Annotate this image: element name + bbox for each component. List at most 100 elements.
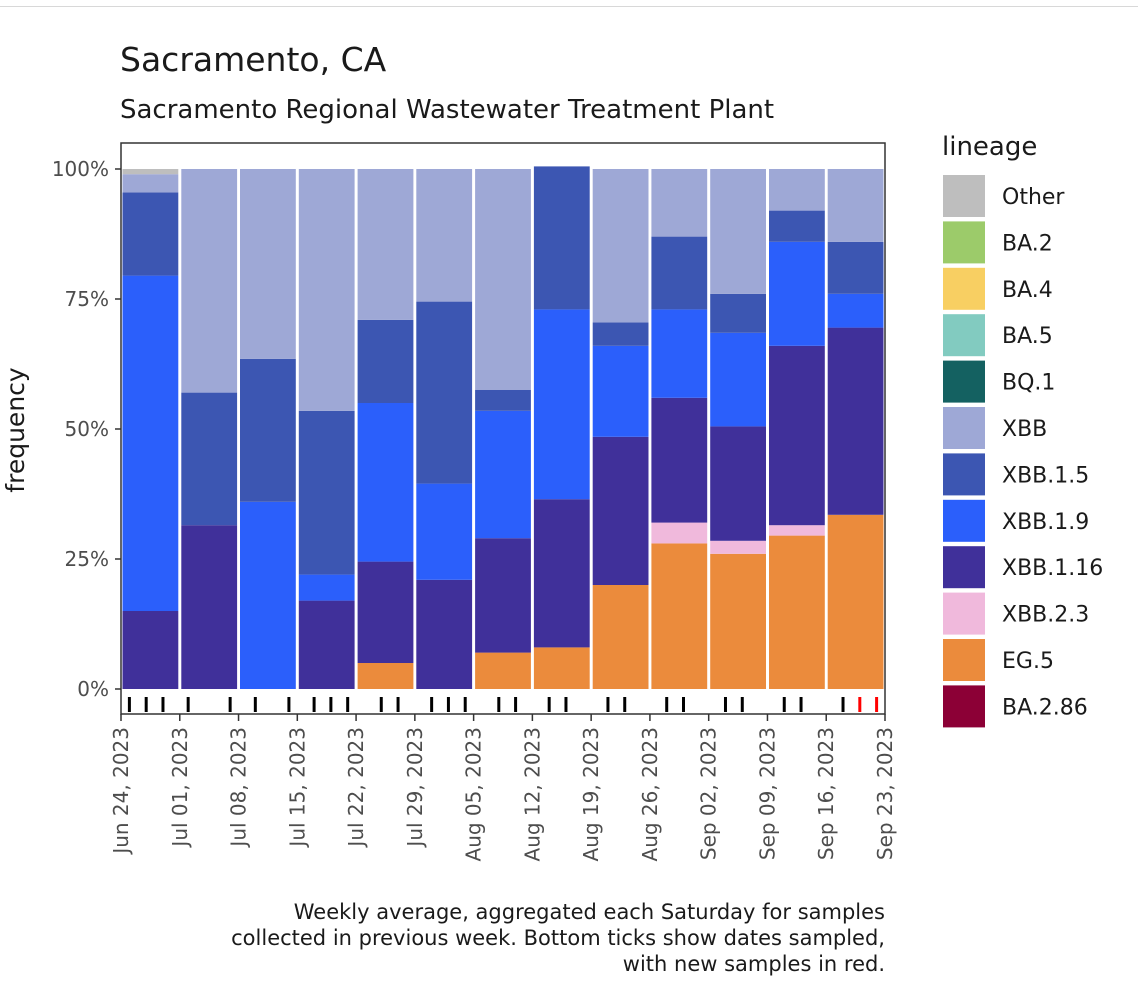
- caption-line-3: with new samples in red.: [623, 952, 885, 976]
- bar-segment-xbb-1-5-week-2: [181, 392, 238, 526]
- y-tick-label: 50%: [65, 417, 109, 441]
- legend-label-xbb-2-3: XBB.2.3: [1002, 603, 1089, 628]
- y-tick-label: 0%: [77, 677, 109, 701]
- bar-segment-xbb-1-9-week-9: [592, 345, 649, 437]
- bar-segment-eg-5-week-7: [475, 652, 531, 689]
- bar-segment-xbb-2-3-week-10: [651, 522, 708, 544]
- bar-segment-xbb-1-9-week-10: [651, 309, 708, 398]
- legend-swatch-eg-5: [943, 639, 985, 681]
- legend-label-xbb-1-16: XBB.1.16: [1002, 556, 1103, 581]
- bar-segment-xbb-week-12: [769, 169, 825, 211]
- bar-segment-xbb-1-16-week-5: [357, 561, 414, 663]
- bar-segment-xbb-week-4: [298, 169, 355, 411]
- y-axis-label: frequency: [1, 367, 30, 493]
- legend-swatch-bq-1: [943, 360, 985, 403]
- legend-label-ba-2-86: BA.2.86: [1002, 695, 1088, 720]
- bar-segment-other-week-1: [122, 169, 179, 175]
- bar-segment-xbb-1-5-week-9: [592, 322, 649, 346]
- bar-segment-xbb-1-5-week-10: [651, 236, 708, 310]
- legend-label-ba-2: BA.2: [1002, 231, 1053, 256]
- bar-segment-xbb-2-3-week-12: [769, 525, 825, 536]
- bar-segment-eg-5-week-13: [827, 514, 884, 689]
- bar-segment-xbb-1-5-week-3: [240, 358, 296, 502]
- legend-swatch-ba-2-86: [943, 685, 985, 728]
- legend-label-ba-5: BA.5: [1002, 324, 1053, 349]
- bar-segment-xbb-1-16-week-11: [710, 426, 766, 541]
- y-tick-label: 25%: [65, 547, 109, 571]
- x-tick-label: Jul 22, 2023: [344, 727, 368, 849]
- bar-segment-xbb-1-9-week-11: [710, 332, 766, 427]
- x-tick-label: Jul 15, 2023: [285, 727, 309, 849]
- bar-segment-xbb-week-2: [181, 169, 238, 393]
- x-tick-label: Sep 02, 2023: [697, 727, 721, 860]
- bar-segment-xbb-1-5-week-12: [769, 210, 825, 242]
- bar-segment-eg-5-week-9: [592, 585, 649, 689]
- bar-segment-xbb-1-16-week-10: [651, 397, 708, 523]
- x-tick-label: Aug 19, 2023: [579, 727, 603, 861]
- legend: lineage Other BA.2 BA.4 BA.5 BQ.1 XBB XBB.1.5 X…: [942, 132, 1103, 728]
- bar-segment-xbb-1-16-week-12: [769, 345, 825, 526]
- x-tick-label: Jul 08, 2023: [227, 727, 251, 849]
- bar-segment-xbb-1-9-week-1: [122, 275, 179, 611]
- sample-date-ticks: [127, 697, 879, 712]
- bar-segment-xbb-1-5-week-4: [298, 410, 355, 575]
- legend-swatch-xbb-1-9: [943, 499, 985, 542]
- y-axis: 0% 25% 50% 75% 100%: [52, 157, 121, 701]
- bar-segment-eg-5-week-12: [769, 535, 825, 689]
- bar-segment-xbb-1-16-week-1: [122, 611, 179, 689]
- bar-segment-xbb-1-16-week-6: [416, 579, 473, 689]
- bar-segment-xbb-1-9-week-3: [240, 501, 296, 689]
- bar-segment-xbb-2-3-week-11: [710, 540, 766, 554]
- bar-segment-xbb-1-16-week-4: [298, 600, 355, 689]
- legend-swatch-xbb-1-16: [943, 546, 985, 589]
- bar-segment-xbb-week-11: [710, 169, 766, 294]
- bar-segment-eg-5-week-10: [651, 543, 708, 689]
- legend-label-xbb-1-5: XBB.1.5: [1002, 463, 1089, 488]
- bar-segment-xbb-1-5-week-7: [475, 390, 531, 411]
- x-tick-label: Sep 23, 2023: [873, 727, 897, 860]
- bar-segment-xbb-1-16-week-13: [827, 327, 884, 515]
- x-tick-label: Aug 12, 2023: [520, 727, 544, 861]
- y-tick-label: 75%: [65, 287, 109, 311]
- bar-segment-xbb-1-5-week-11: [710, 293, 766, 333]
- legend-swatch-ba-5: [943, 314, 985, 357]
- bar-segment-xbb-1-9-week-7: [475, 410, 531, 539]
- caption-line-1: Weekly average, aggregated each Saturday…: [294, 900, 885, 924]
- legend-label-eg-5: EG.5: [1002, 649, 1054, 674]
- bar-segment-xbb-1-5-week-6: [416, 301, 473, 484]
- bar-segment-xbb-1-16-week-9: [592, 436, 649, 585]
- x-tick-label: Aug 05, 2023: [462, 727, 486, 861]
- chart-title: Sacramento, CA: [120, 40, 387, 79]
- legend-label-bq-1: BQ.1: [1002, 371, 1055, 396]
- x-tick-label: Sep 16, 2023: [814, 727, 838, 860]
- bar-segment-xbb-week-6: [416, 169, 473, 302]
- bar-segment-xbb-1-5-week-5: [357, 319, 414, 403]
- bar-segment-xbb-week-3: [240, 169, 296, 359]
- bar-segment-xbb-week-1: [122, 174, 179, 193]
- caption-line-2: collected in previous week. Bottom ticks…: [231, 926, 885, 950]
- bar-segment-xbb-1-16-week-2: [181, 525, 238, 689]
- legend-label-xbb-1-9: XBB.1.9: [1002, 510, 1089, 535]
- legend-label-xbb: XBB: [1002, 417, 1047, 442]
- bar-segment-xbb-1-5-week-13: [827, 241, 884, 294]
- bar-segment-xbb-week-5: [357, 169, 414, 320]
- legend-label-ba-4: BA.4: [1002, 278, 1053, 303]
- bar-segment-xbb-1-5-week-8: [533, 166, 590, 310]
- legend-swatch-ba-2: [943, 221, 985, 264]
- bar-segment-xbb-1-5-week-1: [122, 192, 179, 276]
- bar-segment-eg-5-week-5: [357, 663, 414, 689]
- bar-segment-xbb-1-9-week-12: [769, 241, 825, 346]
- bar-segment-xbb-1-9-week-8: [533, 309, 590, 500]
- legend-swatch-other: [943, 175, 985, 217]
- x-tick-label: Jul 29, 2023: [403, 727, 427, 849]
- legend-swatch-ba-4: [943, 267, 985, 310]
- bar-segment-xbb-week-9: [592, 169, 649, 323]
- x-tick-label: Jul 01, 2023: [168, 727, 192, 849]
- bar-segment-eg-5-week-8: [533, 647, 590, 689]
- bar-segment-xbb-1-9-week-4: [298, 574, 355, 601]
- bar-segment-xbb-week-13: [827, 169, 884, 242]
- legend-swatch-xbb: [943, 407, 985, 449]
- bar-segment-xbb-1-9-week-5: [357, 403, 414, 562]
- bar-segment-xbb-1-9-week-6: [416, 483, 473, 580]
